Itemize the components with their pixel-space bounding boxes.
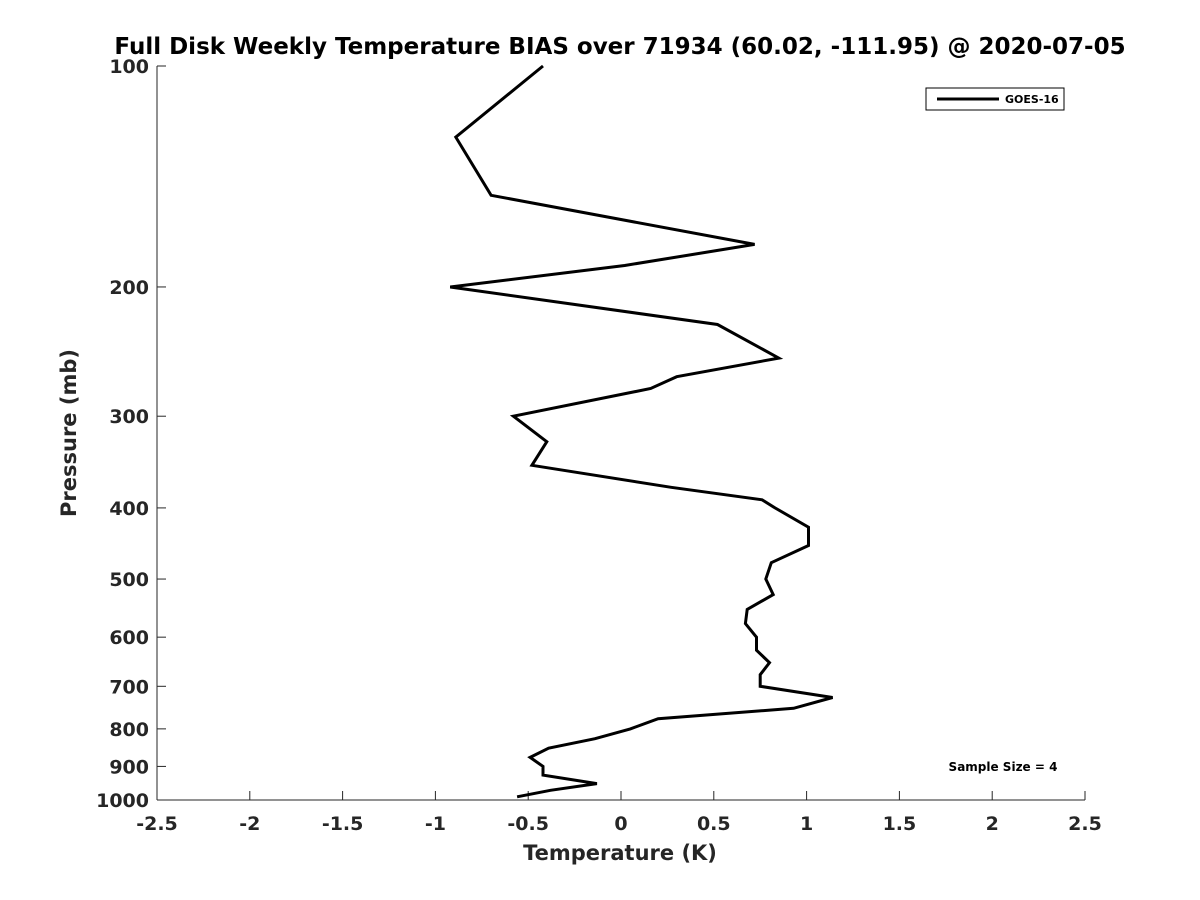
y-tick-label: 900 xyxy=(109,756,149,778)
y-tick-label: 200 xyxy=(109,277,149,299)
sample-size-annotation: Sample Size = 4 xyxy=(949,760,1058,774)
x-tick-label: -1 xyxy=(425,813,446,835)
legend: GOES-16 xyxy=(925,87,1065,111)
x-tick-label: 1.5 xyxy=(883,813,917,835)
y-tick-label: 600 xyxy=(109,627,149,649)
legend-entry-goes-16: GOES-16 xyxy=(1005,93,1059,106)
x-tick-label: 1 xyxy=(800,813,813,835)
y-tick-label: 800 xyxy=(109,719,149,741)
x-tick-label: -2.5 xyxy=(136,813,178,835)
x-tick-label: -0.5 xyxy=(507,813,549,835)
x-tick-label: 0.5 xyxy=(697,813,731,835)
x-tick-label: 2 xyxy=(986,813,999,835)
y-tick-label: 100 xyxy=(109,56,149,78)
x-axis-label: Temperature (K) xyxy=(523,841,717,865)
y-tick-label: 300 xyxy=(109,406,149,428)
series-line-goes-16 xyxy=(449,64,834,799)
series-group xyxy=(449,64,834,799)
x-tick-label: 0 xyxy=(614,813,627,835)
y-tick-label: 500 xyxy=(109,569,149,591)
y-tick-label: 700 xyxy=(109,676,149,698)
axes xyxy=(156,66,1085,801)
x-axis-ticks: -2.5 -2 -1.5 -1 -0.5 0 0.5 1 1.5 2 2.5 xyxy=(136,791,1102,835)
x-tick-label: 2.5 xyxy=(1068,813,1102,835)
chart-title: Full Disk Weekly Temperature BIAS over 7… xyxy=(114,34,1125,60)
x-tick-label: -2 xyxy=(239,813,260,835)
y-axis-ticks: 100 200 300 400 500 600 700 800 900 1000 xyxy=(96,56,166,812)
y-tick-label: 1000 xyxy=(96,790,149,812)
x-tick-label: -1.5 xyxy=(322,813,364,835)
y-axis-label: Pressure (mb) xyxy=(57,349,81,517)
y-tick-label: 400 xyxy=(109,498,149,520)
